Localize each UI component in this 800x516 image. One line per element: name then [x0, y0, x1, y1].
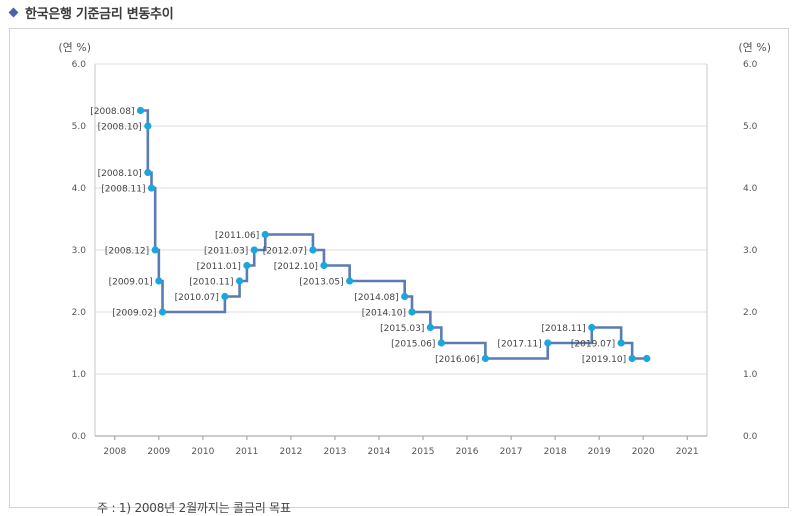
- y-tick-label-left: 6.0: [72, 60, 87, 70]
- rate-point: [144, 122, 152, 130]
- x-tick-label: 2015: [412, 447, 435, 457]
- x-tick-label: 2021: [676, 447, 699, 457]
- footnote: 주 : 1) 2008년 2월까지는 콜금리 목표: [97, 501, 291, 515]
- y-tick-label-right: 3.0: [743, 246, 758, 256]
- rate-point-label: [2012.07]: [263, 247, 307, 257]
- rate-point-label: [2018.11]: [542, 324, 586, 334]
- rate-point: [250, 246, 258, 254]
- rate-point: [426, 323, 434, 332]
- x-tick-label: 2019: [588, 447, 611, 457]
- x-tick-label: 2014: [368, 447, 391, 457]
- y-tick-label-left: 0.0: [72, 432, 87, 442]
- rate-point-label: [2011.01]: [197, 262, 241, 272]
- rate-point: [643, 354, 651, 363]
- rate-point-label: [2013.05]: [299, 278, 343, 288]
- rate-point-label: [2011.06]: [215, 231, 259, 241]
- y-tick-label-left: 1.0: [72, 370, 87, 380]
- y-axis-title-left: (연 %): [58, 41, 91, 54]
- rate-point: [617, 339, 625, 347]
- rate-point-label: [2014.10]: [362, 309, 406, 319]
- rate-point: [147, 184, 156, 192]
- y-tick-label-left: 2.0: [72, 308, 87, 318]
- rate-point: [136, 106, 145, 115]
- rate-point: [155, 277, 163, 285]
- rate-point: [158, 308, 167, 316]
- chart-panel: 0.0 0.0 1.0 1.0 2.0 2.0 3.0 3.0 4.0 4.0 5.0 5.0 6.0 6…: [9, 28, 789, 515]
- rate-point: [243, 261, 251, 270]
- x-tick-label: 2013: [324, 447, 347, 457]
- rate-point: [408, 308, 416, 316]
- diamond-bullet-icon: [8, 7, 19, 17]
- rate-point-label: [2008.11]: [101, 185, 145, 195]
- rate-point-label: [2017.11]: [498, 340, 542, 350]
- rate-point: [320, 261, 328, 270]
- rate-point: [261, 230, 269, 239]
- rate-point: [144, 168, 152, 177]
- rate-point-label: [2014.08]: [354, 293, 398, 303]
- rate-point: [481, 354, 489, 363]
- rate-point: [437, 339, 445, 347]
- y-tick-label-right: 2.0: [743, 308, 758, 318]
- rate-point-label: [2008.12]: [105, 247, 149, 257]
- x-tick-label: 2017: [500, 447, 523, 457]
- x-tick-label: 2016: [456, 447, 479, 457]
- x-tick-label: 2018: [544, 447, 567, 457]
- rate-point: [588, 323, 596, 332]
- rate-point-label: [2010.11]: [189, 278, 233, 288]
- y-tick-label-right: 6.0: [743, 60, 758, 70]
- y-tick-label-right: 5.0: [743, 122, 758, 132]
- rate-point-label: [2009.01]: [109, 278, 153, 288]
- rate-point-label: [2011.03]: [204, 247, 248, 257]
- rate-point: [544, 339, 552, 347]
- rate-point-label: [2010.07]: [175, 293, 219, 303]
- rate-point: [151, 246, 159, 254]
- rate-point-label: [2019.07]: [571, 340, 615, 350]
- rate-point-label: [2008.08]: [90, 107, 134, 117]
- x-tick-label: 2009: [147, 447, 170, 457]
- rate-point-label: [2016.06]: [435, 355, 479, 365]
- rate-point-label: [2008.10]: [98, 169, 142, 179]
- x-tick-label: 2008: [103, 447, 126, 457]
- rate-point-label: [2015.06]: [391, 340, 435, 350]
- y-axis-title-right: (연 %): [738, 41, 771, 54]
- base-rate-chart: 0.0 0.0 1.0 1.0 2.0 2.0 3.0 3.0 4.0 4.0 5.0 5.0 6.0 6…: [58, 41, 771, 457]
- x-tick-label: 2010: [191, 447, 214, 457]
- y-tick-label-left: 4.0: [72, 184, 87, 194]
- rate-point-label: [2012.10]: [274, 262, 318, 272]
- rate-point-label: [2008.10]: [98, 123, 142, 133]
- rate-point: [235, 277, 244, 285]
- y-tick-label-left: 3.0: [72, 246, 87, 256]
- rate-point: [221, 292, 229, 301]
- y-tick-label-right: 1.0: [743, 370, 758, 380]
- rate-point-label: [2015.03]: [380, 324, 424, 334]
- y-tick-label-left: 5.0: [72, 122, 87, 132]
- rate-point-label: [2019.10]: [582, 355, 626, 365]
- rate-point: [628, 354, 636, 363]
- chart-header: 한국은행 기준금리 변동추이: [8, 3, 174, 22]
- x-tick-label: 2011: [235, 447, 258, 457]
- y-tick-label-right: 4.0: [743, 184, 758, 194]
- x-tick-label: 2012: [279, 447, 302, 457]
- chart-title: 한국은행 기준금리 변동추이: [25, 6, 174, 22]
- rate-point: [309, 246, 317, 254]
- x-tick-label: 2020: [632, 447, 655, 457]
- y-tick-label-right: 0.0: [743, 432, 758, 442]
- rate-point-label: [2009.02]: [112, 309, 156, 319]
- rate-point: [346, 277, 354, 285]
- rate-point: [401, 292, 409, 301]
